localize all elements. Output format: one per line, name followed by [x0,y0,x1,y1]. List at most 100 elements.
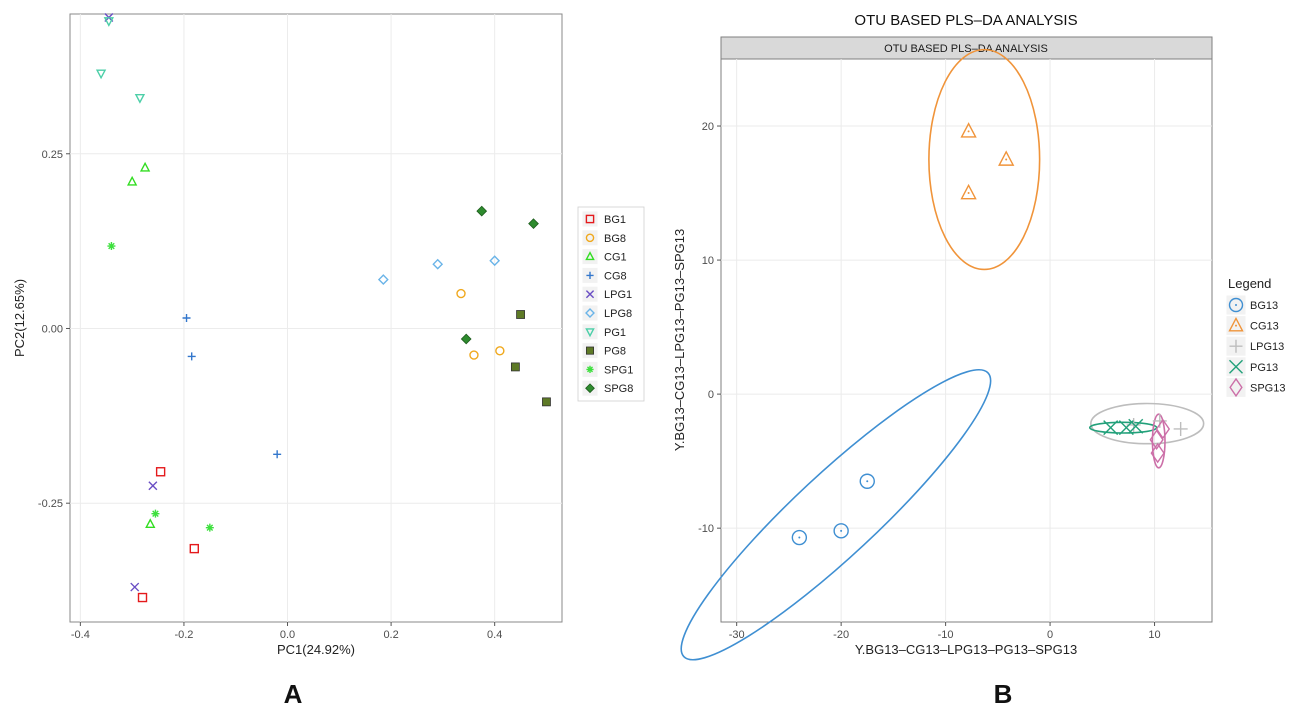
chart-a-legend-label-lpg1: LPG1 [604,289,632,301]
chart-b-legend-key-bg13-ring [1228,297,1244,313]
chart-b-ellipse-bg13 [680,368,992,661]
chart-a-point-bg8-2 [469,350,479,360]
chart-a-legend-label-cg1: CG1 [604,252,627,264]
chart-a-legend-label-pg8: PG8 [604,346,626,358]
chart-a-x-axis-title: PC1(24.92%) [277,642,355,657]
chart-b-y-tick-label: -10 [698,523,714,535]
chart-a-y-axis-title: PC2(12.65%) [12,279,27,357]
chart-a-legend-label-bg8: BG8 [604,233,626,245]
chart-b-legend-key-bg13 [1228,297,1244,313]
chart-a-points [95,12,551,603]
chart-a-point-spg8-2 [528,218,539,230]
chart-a-point-spg1-1 [107,242,116,251]
chart-a-x-tick-label: -0.4 [71,629,90,641]
chart-b-legend-key-pg13 [1229,359,1243,374]
chart-b-point-pg13-3 [1128,418,1144,434]
chart-b-point-cg13-2 [998,150,1015,166]
chart-a: -0.4 -0.2 0.0 0.2 0.4 -0.25 0.00 0.25 PC1(24.92… [12,12,645,709]
chart-a-point-cg8-2 [187,352,196,361]
chart-a-x-tick-label: -0.2 [174,629,193,641]
chart-b-point-bg13-2 [791,529,808,546]
chart-a-legend-key-bg [581,304,599,322]
chart-a-legend-label-pg1: PG1 [604,327,626,339]
chart-a-legend-label-spg8: SPG8 [604,383,633,395]
chart-a-point-spg8-1 [476,205,488,217]
chart-b-legend-key-cg13-outline [1228,316,1244,332]
chart-b-title: OTU BASED PLS–DA ANALYSIS [854,12,1077,29]
chart-b: OTU BASED PLS–DA ANALYSIS OTU BASED PLS–… [672,12,1285,709]
chart-a-legend-label-bg1: BG1 [604,214,626,226]
chart-b-point-lpg13-3 [1173,421,1188,436]
chart-a-point-bg1-2 [189,543,199,554]
chart-b-point-pg13-1 [1103,420,1119,436]
chart-b-x-tick-label: -10 [938,629,954,641]
chart-b-point-bg13-1 [859,473,875,489]
chart-a-plot-background [69,13,563,623]
chart-b-point-spg13-3 [1150,442,1165,464]
chart-b-point-bg13-3-ring [833,523,849,539]
chart-b-point-cg13-3-outline [960,183,977,200]
chart-b-y-axis-title: Y.BG13–CG13–LPG13–PG13–SPG13 [672,229,687,451]
chart-a-x-tick-label: 0.0 [280,629,295,641]
chart-b-points [791,122,1188,546]
chart-a-point-cg8-1 [182,314,191,322]
chart-b-ticks: -30 -20 -10 0 10 -10 0 10 20 [698,121,1161,641]
chart-b-y-tick-label: 0 [708,389,714,401]
chart-a-legend-key-lpg8 [585,308,595,318]
chart-b-legend-label-lpg13: LPG13 [1250,341,1284,353]
chart-b-x-tick-label: 10 [1148,629,1160,641]
chart-a-point-spg8-3 [460,333,472,345]
chart-b-point-bg13-3 [833,523,849,539]
chart-b-strip-label: OTU BASED PLS–DA ANALYSIS [884,43,1048,55]
chart-a-legend: BG1 BG8 CG1 CG8 LPG1 LPG8 PG1 PG8 SPG1 SPG8 [577,206,645,402]
chart-a-point-cg1-1 [139,161,151,172]
chart-a-point-pg1-1 [103,17,115,27]
chart-a-point-lpg1-3 [130,582,140,592]
chart-b-point-bg13-2-dot [798,536,801,539]
chart-a-legend-label-lpg8: LPG8 [604,308,632,320]
chart-a-legend-label-spg1: SPG1 [604,364,633,376]
chart-a-point-lpg1-2 [148,481,158,491]
chart-b-ellipses [680,48,1205,661]
chart-b-ellipse-pg13 [1088,421,1158,434]
chart-b-legend-key-cg13-dot [1235,324,1237,327]
chart-a-legend-key-bg [581,210,599,228]
chart-a-y-tick-label: -0.25 [38,498,63,510]
chart-a-point-pg8-3 [542,397,551,407]
chart-b-x-tick-label: 0 [1047,629,1053,641]
chart-a-legend-key-bg8 [585,233,595,243]
chart-b-y-tick-label: 20 [702,121,714,133]
chart-b-gridlines [721,59,1212,622]
chart-a-point-lpg8-3 [489,255,501,267]
chart-b-x-axis-title: Y.BG13–CG13–LPG13–PG13–SPG13 [855,642,1077,657]
chart-a-y-tick-label: 0.00 [42,323,63,335]
chart-a-point-lpg8-2 [432,258,444,270]
chart-a-point-cg8-3 [273,450,282,459]
chart-b-y-tick-label: 10 [702,255,714,267]
chart-a-legend-key-pg1 [585,328,595,338]
chart-a-point-bg8-3 [495,346,505,356]
chart-b-legend-label-spg13: SPG13 [1250,382,1285,394]
chart-b-x-tick-label: -20 [833,629,849,641]
chart-b-point-cg13-1-outline [960,122,977,138]
chart-b-x-tick-label: -30 [729,629,745,641]
chart-a-point-pg8-1 [516,310,525,319]
chart-b-ellipse-cg13 [928,48,1041,271]
chart-b-legend-key-cg13 [1228,316,1244,332]
chart-b-plot-background [720,58,1213,623]
chart-a-point-bg1-1 [155,467,166,477]
chart-a-gridlines [70,14,562,622]
chart-b-panel-letter: B [994,679,1013,709]
chart-a-legend-key-bg [581,323,599,341]
chart-a-legend-key-cg1 [585,251,595,261]
chart-b-ellipse-spg13 [1151,413,1166,469]
chart-b-point-cg13-2-dot [1005,158,1008,161]
chart-a-legend-key-spg8 [585,383,595,394]
chart-b-point-pg13-2 [1118,420,1134,436]
chart-a-legend-key-cg8 [586,271,594,279]
chart-b-point-spg13-2 [1155,418,1171,440]
chart-b-point-cg13-3-dot [967,192,970,195]
chart-b-point-cg13-1 [960,122,977,138]
chart-b-point-bg13-2-ring [791,529,808,546]
